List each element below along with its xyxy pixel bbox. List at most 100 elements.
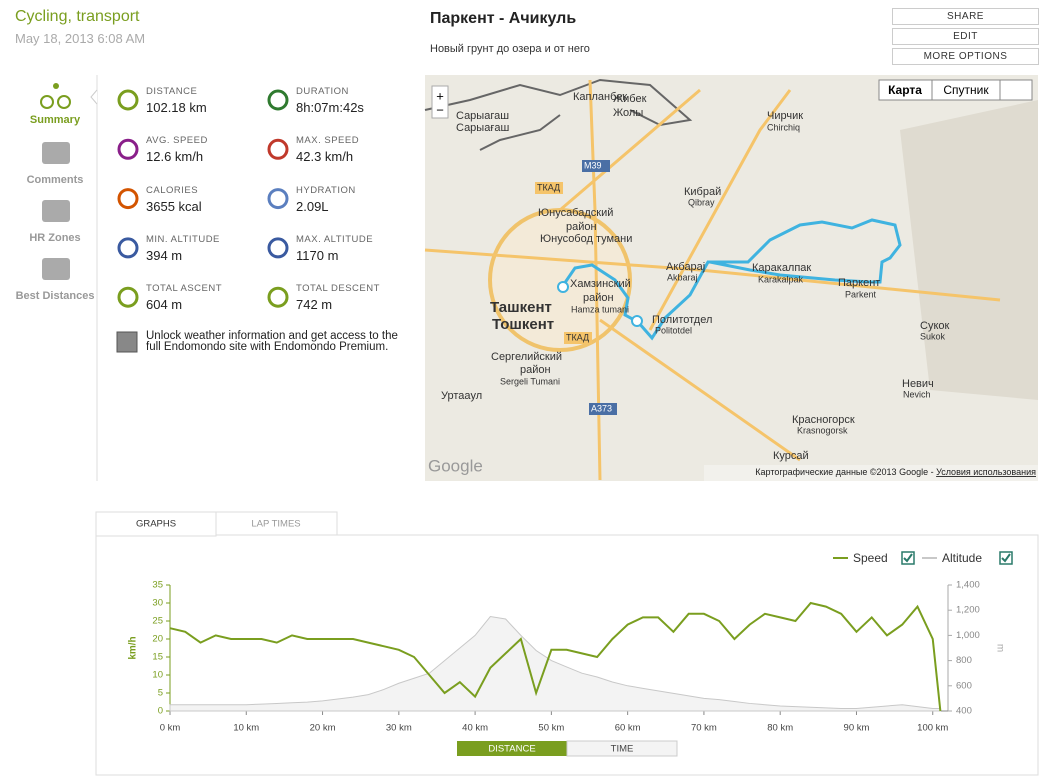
- sidebar-item[interactable]: HR Zones: [29, 232, 81, 244]
- stat-icon: [267, 286, 289, 308]
- time-toggle[interactable]: [566, 740, 678, 757]
- stat-label: MAX. SPEED: [296, 135, 360, 147]
- toggle-label[interactable]: DISTANCE: [488, 744, 535, 755]
- y-tick-label: 5: [158, 688, 163, 699]
- map-label: ТКАД: [566, 332, 589, 342]
- stat-label: MAX. ALTITUDE: [296, 233, 374, 245]
- map-label: Ташкент: [490, 299, 552, 316]
- map: [424, 75, 1038, 481]
- map-label: M39: [584, 160, 602, 170]
- y-tick-label: 35: [152, 580, 163, 591]
- map-type-control: [878, 79, 1033, 101]
- map-label: Жибек: [613, 93, 647, 105]
- map-label: Красногорск: [792, 414, 855, 426]
- map-attribution: Картографические данные ©2013 Google - У…: [755, 467, 1036, 477]
- description: Новый грунт до озера и от него: [430, 43, 590, 55]
- sidebar-icon: [40, 95, 54, 109]
- y-tick-label: 20: [152, 634, 163, 645]
- map-label: Сукок: [920, 320, 949, 332]
- map-background: [425, 75, 1038, 481]
- stat-value: 2.09L: [296, 198, 329, 214]
- sidebar-icon: [42, 258, 70, 280]
- map-label: Юнусабадский: [538, 207, 613, 219]
- zoom-in[interactable]: +: [436, 88, 444, 103]
- map-label: район: [583, 292, 614, 304]
- map-label: Хамзинский: [570, 278, 631, 290]
- stat-icon: [267, 138, 289, 160]
- map-label: Акбарај: [666, 261, 705, 273]
- x-tick-label: 20 km: [310, 723, 336, 734]
- stat-label: MIN. ALTITUDE: [146, 233, 220, 245]
- stat-icon: [117, 286, 139, 308]
- tab-label[interactable]: GRAPHS: [136, 519, 176, 530]
- terms-link[interactable]: Условия использования: [936, 467, 1036, 477]
- x-tick-label: 10 km: [233, 723, 259, 734]
- map-label: ТКАД: [537, 182, 560, 192]
- toggle-label[interactable]: TIME: [611, 744, 634, 755]
- map-label: Nevich: [903, 389, 931, 399]
- ring-road: [488, 208, 632, 352]
- sidebar-icon: [53, 83, 59, 89]
- more-options-button[interactable]: MORE OPTIONS: [892, 48, 1039, 65]
- map-label: Sukok: [920, 331, 946, 341]
- graphs-tab[interactable]: [95, 511, 217, 537]
- stat-value: 394 m: [146, 247, 183, 263]
- tab-label[interactable]: LAP TIMES: [251, 519, 300, 530]
- mountains: [900, 100, 1038, 400]
- distance-toggle[interactable]: [457, 741, 567, 756]
- sidebar-item[interactable]: Best Distances: [15, 290, 95, 302]
- border: [424, 78, 693, 151]
- satellite-button[interactable]: Спутник: [943, 83, 989, 97]
- legend-label: Speed: [853, 551, 888, 565]
- map-label: район: [520, 364, 551, 376]
- sidebar-icon: [57, 95, 71, 109]
- map-label: Капланбек: [573, 91, 627, 103]
- roads: [424, 79, 1001, 481]
- y-axis-label: km/h: [128, 636, 139, 659]
- stat-value: 42.3 km/h: [296, 149, 354, 165]
- lap-times-tab[interactable]: [215, 511, 338, 536]
- legend-checkbox[interactable]: [999, 551, 1013, 565]
- zoom-out[interactable]: −: [436, 102, 444, 117]
- sidebar-item[interactable]: Summary: [29, 114, 81, 126]
- road-badge: [582, 160, 610, 172]
- stat-icon: [117, 188, 139, 210]
- map-label: Каракалпак: [752, 262, 811, 274]
- stat-label: HYDRATION: [296, 184, 356, 196]
- map-label: район: [566, 221, 597, 233]
- map-label: Сарыағаш: [456, 122, 509, 134]
- road-badge: [535, 182, 563, 194]
- map-label: Политотдел: [652, 314, 712, 326]
- map-label: Уртаaул: [441, 390, 482, 402]
- map-label: Akbaraj: [667, 272, 698, 282]
- y2-tick-label: 400: [956, 706, 972, 717]
- map-label: Невич: [902, 378, 934, 390]
- map-label: Юнусобод тумани: [540, 233, 632, 245]
- stat-value: 1170 m: [296, 247, 339, 263]
- stat-icon: [267, 237, 289, 259]
- zoom-control: [431, 85, 449, 119]
- legend-checkbox[interactable]: [901, 551, 915, 565]
- attribution-text: Картографические данные ©2013 Google -: [755, 467, 936, 477]
- share-button[interactable]: SHARE: [892, 8, 1039, 25]
- y2-tick-label: 800: [956, 655, 972, 666]
- map-label: Hamza tumani: [571, 304, 629, 314]
- stat-label: TOTAL DESCENT: [296, 283, 380, 295]
- map-label: Кибрай: [684, 186, 721, 198]
- map-label: Qibray: [688, 197, 715, 207]
- stat-value: 12.6 km/h: [146, 149, 204, 165]
- stat-value: 8h:07m:42s: [296, 100, 364, 115]
- map-label: Politotdel: [655, 325, 692, 335]
- map-label: Паркент: [838, 277, 880, 289]
- map-button[interactable]: Карта: [888, 83, 922, 97]
- stat-value: 3655 kcal: [146, 198, 202, 214]
- y-tick-label: 25: [152, 616, 163, 627]
- edit-button[interactable]: EDIT: [892, 28, 1039, 45]
- stat-label: TOTAL ASCENT: [146, 283, 223, 295]
- sidebar-item[interactable]: Comments: [26, 174, 84, 186]
- map-label: Sergeli Tumani: [500, 376, 560, 386]
- legend-check: [1001, 553, 1011, 563]
- x-tick-label: 50 km: [538, 723, 564, 734]
